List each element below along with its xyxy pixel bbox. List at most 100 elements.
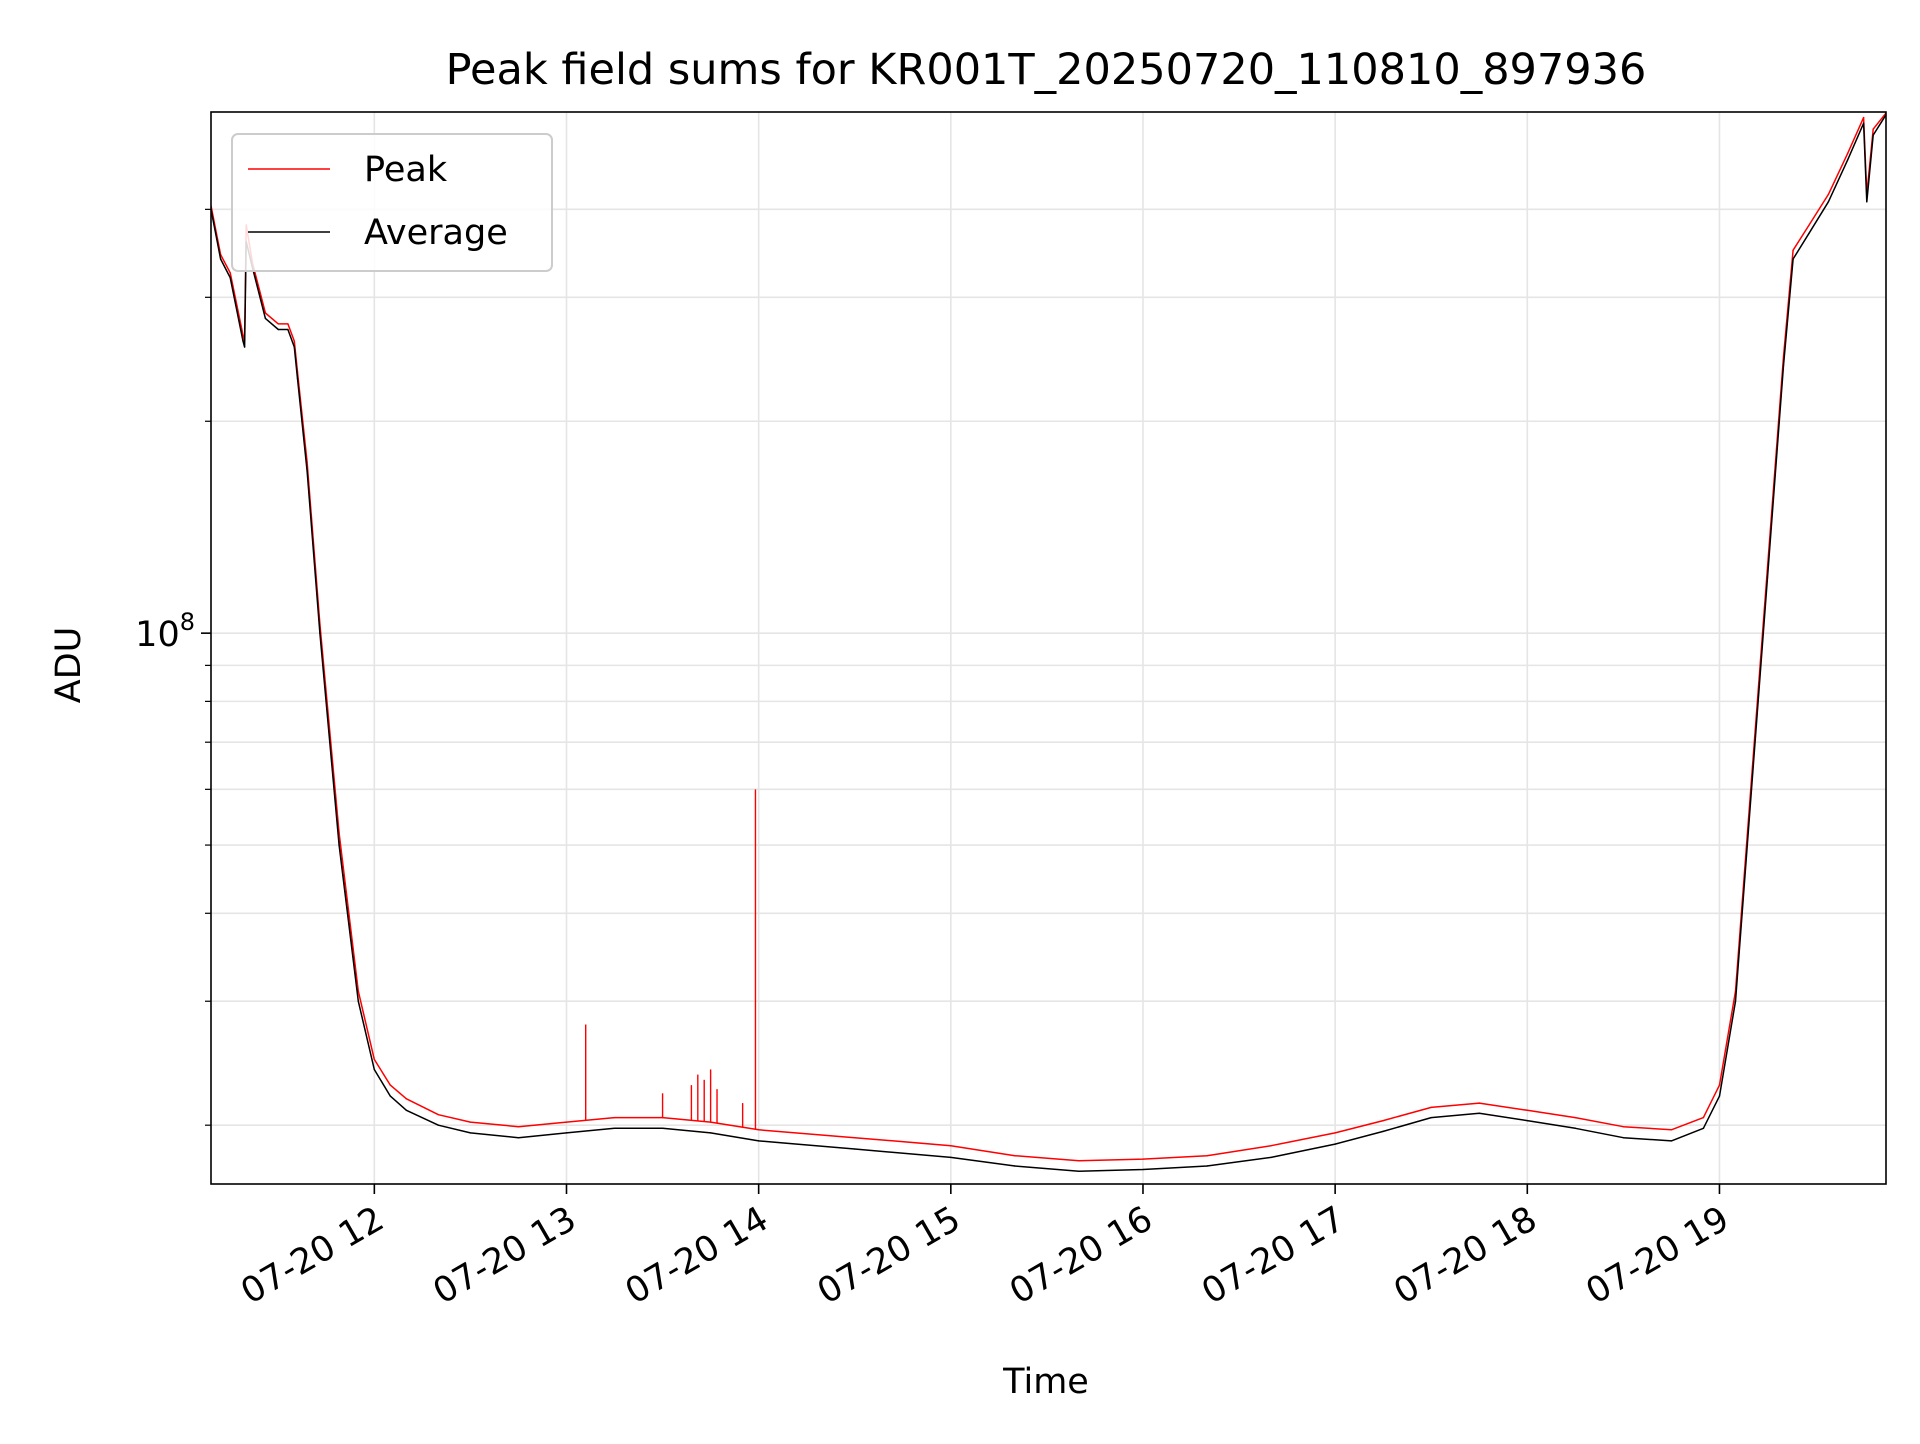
average-point	[1734, 1000, 1737, 1002]
average-series-line	[211, 114, 1886, 1173]
peak-point	[357, 990, 360, 992]
peak-point	[1670, 1129, 1673, 1131]
peak-point	[1206, 1155, 1208, 1157]
average-point	[1142, 1168, 1144, 1171]
peak-point	[1808, 224, 1810, 226]
average-point	[613, 1127, 616, 1129]
legend-peak-label: Peak	[364, 150, 448, 190]
average-point	[229, 276, 231, 279]
peak-point	[1702, 1116, 1705, 1119]
average-point	[1430, 1116, 1432, 1119]
average-point	[1792, 258, 1794, 260]
peak-point	[1270, 1145, 1272, 1147]
peak-point	[1334, 1132, 1336, 1134]
peak-point	[1142, 1158, 1144, 1160]
peak-point	[264, 312, 267, 314]
average-point	[1866, 201, 1868, 203]
average-point	[357, 1000, 360, 1002]
average-point	[338, 844, 340, 846]
plot-frame	[210, 111, 1887, 1185]
average-point	[950, 1156, 952, 1159]
average-point	[219, 258, 222, 260]
average-point	[1078, 1170, 1080, 1172]
average-point	[296, 377, 299, 380]
average-point	[1862, 122, 1865, 125]
peak-point	[1526, 1109, 1529, 1111]
peak-point	[1382, 1119, 1384, 1122]
legend: Peak Average	[231, 133, 553, 272]
peak-point	[293, 340, 295, 342]
peak-point	[437, 1113, 440, 1116]
average-point	[1382, 1130, 1384, 1133]
average-point	[1270, 1156, 1272, 1159]
average-point	[243, 346, 246, 348]
peak-point	[373, 1058, 376, 1061]
average-point	[293, 346, 295, 348]
average-point	[373, 1068, 376, 1071]
peak-point	[757, 1129, 760, 1131]
average-point	[469, 1132, 472, 1134]
peak-point	[1846, 152, 1849, 155]
average-point	[565, 1132, 568, 1134]
peak-point	[1478, 1102, 1480, 1104]
average-point	[1808, 232, 1810, 234]
peak-point	[950, 1145, 952, 1147]
grid	[211, 112, 1886, 1184]
average-point	[1014, 1165, 1016, 1167]
peak-series-line	[211, 112, 1886, 1162]
average-point	[709, 1132, 712, 1134]
peak-point	[1862, 116, 1865, 119]
peak-point	[1078, 1160, 1080, 1162]
average-point	[264, 317, 267, 320]
average-point	[1478, 1112, 1480, 1114]
average-point	[1526, 1119, 1529, 1122]
peak-point	[242, 334, 244, 336]
peak-point	[1430, 1106, 1432, 1109]
average-point	[1206, 1165, 1208, 1167]
peak-point	[1622, 1126, 1625, 1128]
peak-point	[389, 1084, 392, 1086]
average-point	[306, 470, 308, 472]
average-point	[757, 1140, 760, 1142]
average-point	[1782, 364, 1785, 367]
average-point	[287, 328, 289, 331]
average-point	[517, 1136, 520, 1139]
y-axis-label: ADU	[49, 627, 89, 704]
legend-average-label: Average	[364, 213, 508, 253]
peak-point	[1827, 193, 1830, 196]
average-point	[1846, 159, 1849, 161]
average-point	[661, 1127, 664, 1129]
average-point	[1622, 1136, 1625, 1139]
average-point	[389, 1095, 392, 1097]
peak-point	[1872, 128, 1874, 130]
average-point	[1827, 201, 1830, 203]
average-point	[1872, 134, 1874, 136]
average-point	[1334, 1143, 1336, 1145]
average-point	[242, 340, 244, 342]
peak-point	[1718, 1084, 1721, 1086]
chart-title: Peak field sums for KR001T_20250720_1108…	[446, 45, 1647, 95]
peak-point	[405, 1098, 408, 1100]
peak-point	[1014, 1155, 1016, 1157]
peak-point	[517, 1126, 520, 1128]
peak-point	[854, 1136, 856, 1139]
average-point	[1766, 576, 1769, 579]
average-point	[1574, 1127, 1577, 1129]
peak-point	[229, 272, 231, 274]
peak-point	[1574, 1116, 1577, 1119]
peak-point	[565, 1121, 568, 1123]
peak-point	[277, 323, 279, 325]
peak-point	[469, 1121, 472, 1123]
x-axis-label: Time	[1002, 1362, 1089, 1402]
average-point	[1670, 1140, 1673, 1142]
average-point	[437, 1124, 440, 1126]
series-group	[211, 112, 1886, 1173]
average-point	[277, 328, 279, 331]
average-point	[319, 632, 321, 634]
average-point	[854, 1148, 856, 1150]
peak-point	[613, 1116, 616, 1119]
peak-point	[287, 323, 289, 325]
average-point	[1702, 1127, 1705, 1129]
